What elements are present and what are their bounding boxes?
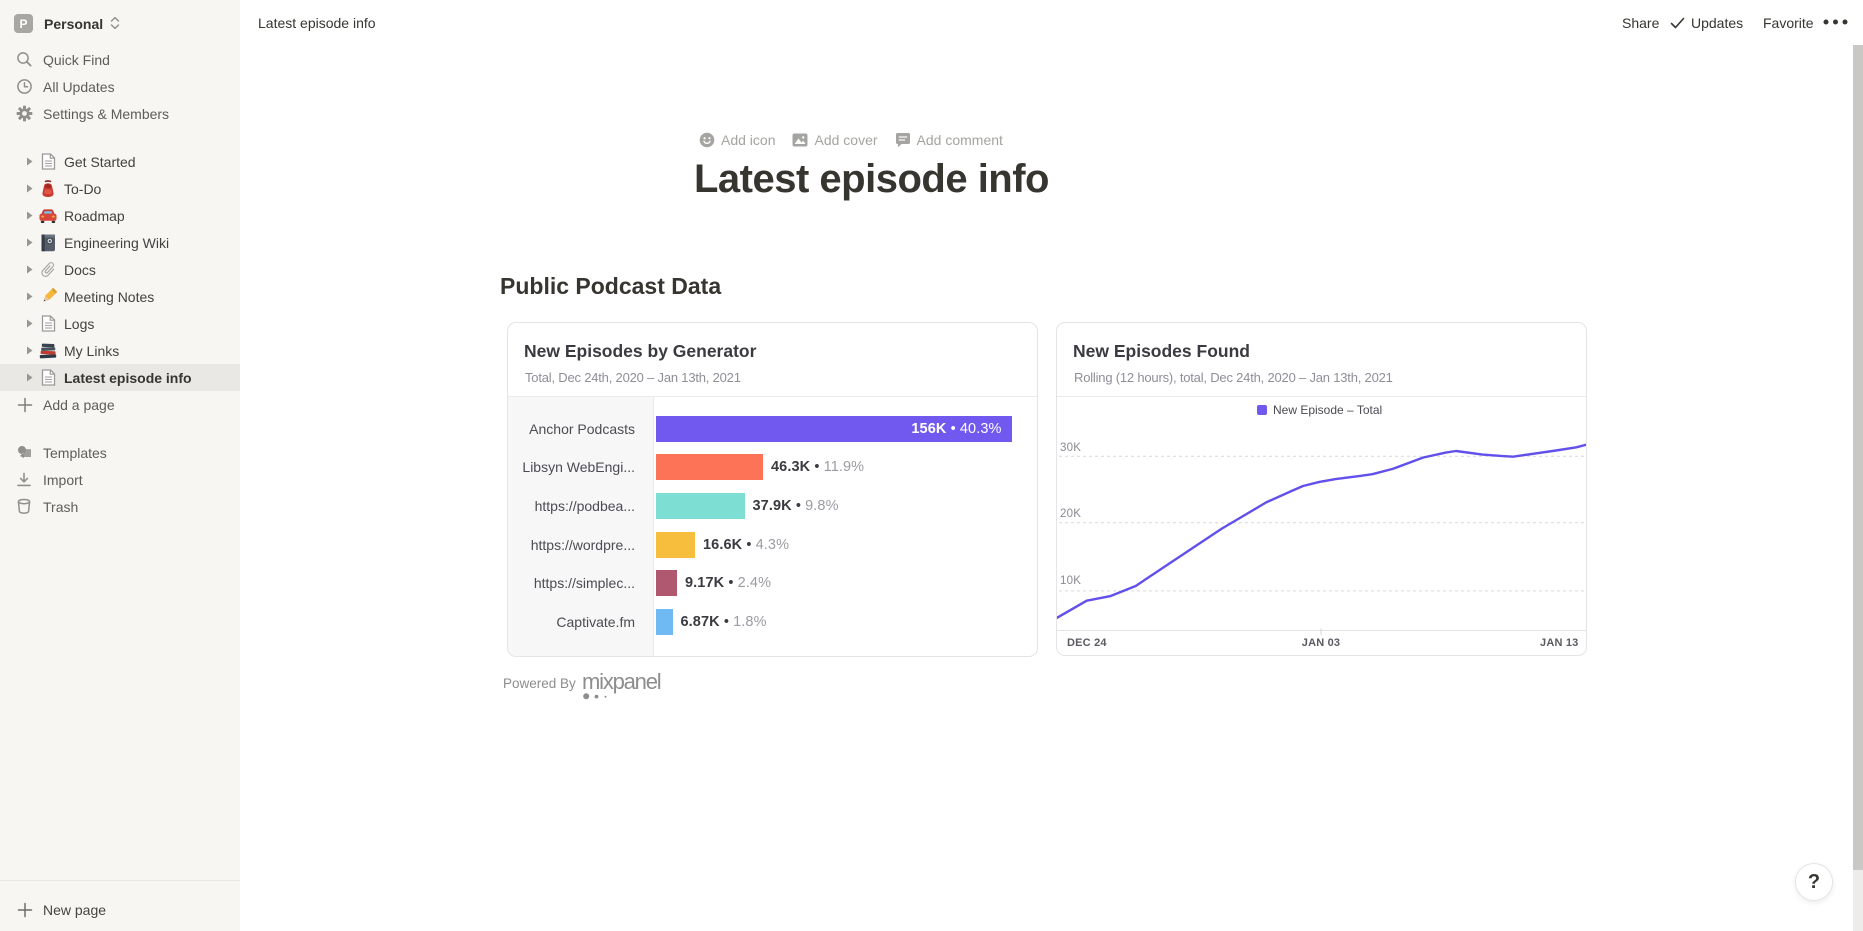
svg-text:mixpanel: mixpanel (582, 669, 661, 694)
